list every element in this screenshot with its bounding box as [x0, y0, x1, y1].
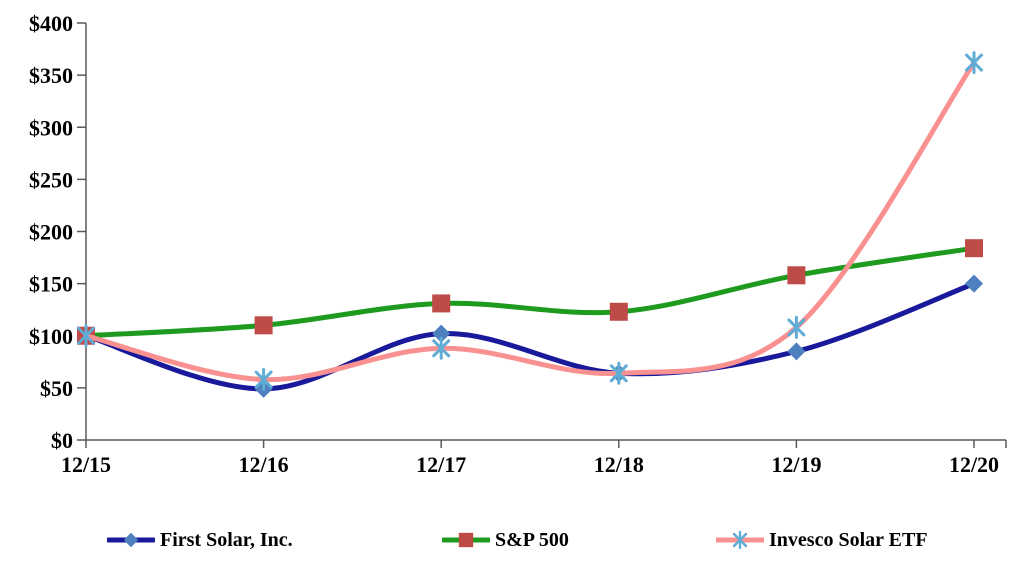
- series-1-marker-square-icon: [609, 302, 628, 321]
- series-2-marker-asterisk-icon: [77, 324, 95, 348]
- legend-item-first-solar: First Solar, Inc.: [105, 528, 293, 552]
- y-axis-label: $200: [29, 220, 73, 245]
- x-axis-label: 12/16: [239, 452, 289, 477]
- series-line-0: [83, 281, 977, 392]
- legend-sample-canvas: [714, 530, 766, 550]
- x-axis-label: 12/17: [416, 452, 466, 477]
- legend-sample-1: [440, 529, 492, 551]
- series-2-marker-asterisk-icon: [609, 361, 628, 385]
- y-axis-label: $250: [29, 167, 73, 192]
- legend-item-sp500: S&P 500: [440, 528, 569, 552]
- series-2-marker-asterisk-icon: [787, 315, 806, 339]
- y-axis-label: $100: [29, 324, 73, 349]
- series-2-marker-asterisk-icon: [254, 368, 273, 392]
- x-axis-label: 12/20: [949, 452, 999, 477]
- legend-sample-canvas: [105, 532, 157, 548]
- legend-label-invesco-solar-etf: Invesco Solar ETF: [769, 529, 928, 551]
- series-0-marker-diamond-icon: [432, 324, 451, 343]
- series-1-marker-square-icon: [432, 294, 451, 313]
- legend-item-invesco-solar-etf: Invesco Solar ETF: [714, 528, 928, 552]
- y-axis-label: $350: [29, 63, 73, 88]
- y-axis-label: $0: [51, 428, 73, 453]
- series-1-marker-square-icon: [965, 239, 983, 258]
- x-axis-label: 12/18: [594, 452, 644, 477]
- legend-sample-2: [714, 529, 766, 551]
- y-axis-label: $150: [29, 272, 73, 297]
- axis-lines: [85, 23, 1006, 441]
- series-1-marker-square-icon: [254, 316, 273, 335]
- x-axis-label: 12/19: [771, 452, 821, 477]
- series-line-1: [83, 245, 977, 339]
- y-axis-label: $50: [40, 376, 73, 401]
- chart-canvas: $0 $50 $100 $150 $200 $250 $300 $350 $400 12/15 12…: [29, 11, 1007, 477]
- legend-diamond-icon: [123, 532, 139, 548]
- x-axis-label: 12/15: [61, 452, 111, 477]
- series-0-marker-diamond-icon: [965, 274, 983, 293]
- y-axis-label: $300: [29, 115, 73, 140]
- legend-sample-canvas: [440, 532, 492, 548]
- legend-square-icon: [458, 532, 474, 548]
- series-2-marker-asterisk-icon: [965, 51, 983, 75]
- series-2-marker-asterisk-icon: [432, 336, 451, 360]
- legend-asterisk-icon: [732, 530, 748, 550]
- legend-sample-0: [105, 529, 157, 551]
- series-1-marker-square-icon: [787, 266, 806, 285]
- legend-label-sp500: S&P 500: [495, 529, 569, 551]
- series-0-marker-diamond-icon: [787, 342, 806, 361]
- series-line-2: [83, 60, 977, 383]
- y-axis-label: $400: [29, 11, 73, 36]
- legend-label-first-solar: First Solar, Inc.: [160, 529, 293, 551]
